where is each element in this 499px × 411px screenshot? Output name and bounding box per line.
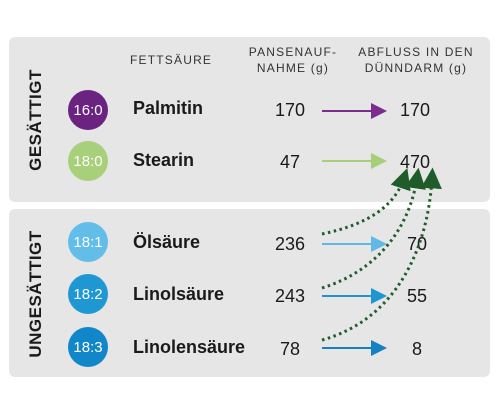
outflow-value-linolsaeure: 55: [406, 286, 428, 306]
header-outflow-line1: ABFLUSS IN DEN: [358, 45, 474, 59]
header-outflow: ABFLUSS IN DEN DÜNNDARM (g): [356, 44, 476, 76]
hydrogenation-arrow-oelsaeure: [321, 168, 411, 236]
code-badge-18-3: 18:3: [68, 327, 108, 367]
outflow-value-oelsaeure: 70: [406, 234, 428, 254]
uptake-value-linolsaeure: 243: [274, 286, 306, 306]
acid-name-oelsaeure: Ölsäure: [133, 232, 201, 252]
hydrogenation-arrow-linolsaeure: [321, 167, 426, 290]
uptake-value-stearin: 47: [279, 152, 301, 172]
uptake-value-palmitin: 170: [274, 100, 306, 120]
outflow-value-stearin: 470: [399, 152, 431, 172]
header-rumen-uptake: PANSENAUF- NAHME (g): [238, 44, 348, 76]
code-badge-18-1: 18:1: [68, 222, 108, 262]
header-fatty-acid: FETTSÄURE: [130, 53, 213, 67]
uptake-value-linolensaeure: 78: [279, 339, 301, 359]
code-badge-16-0: 16:0: [68, 90, 108, 130]
code-badge-18-0: 18:0: [68, 141, 108, 181]
header-rumen-uptake-line2: NAHME (g): [256, 61, 330, 75]
acid-name-stearin: Stearin: [133, 150, 195, 170]
acid-name-palmitin: Palmitin: [133, 98, 204, 118]
uptake-value-oelsaeure: 236: [274, 234, 306, 254]
hydrogenation-arrow-linolensaeure: [321, 167, 442, 342]
header-outflow-line2: DÜNNDARM (g): [364, 61, 468, 75]
outflow-value-linolensaeure: 8: [411, 339, 422, 359]
acid-name-linolensaeure: Linolensäure: [133, 337, 246, 357]
outflow-value-palmitin: 170: [399, 100, 431, 120]
acid-name-linolsaeure: Linolsäure: [133, 284, 225, 304]
code-badge-18-2: 18:2: [68, 274, 108, 314]
header-rumen-uptake-line1: PANSENAUF-: [248, 45, 338, 59]
